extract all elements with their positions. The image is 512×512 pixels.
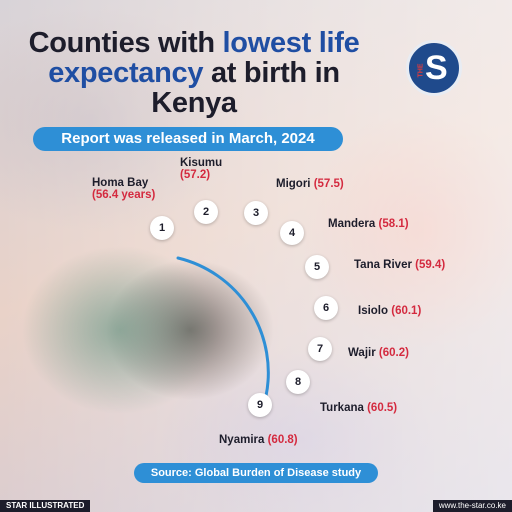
county-label: Turkana (60.5) [320,402,397,414]
county-name: Mandera [328,218,376,230]
county-label: Nyamira (60.8) [219,434,298,446]
county-name: Isiolo [358,305,389,317]
county-name: Kisumu [180,157,223,169]
county-label: Kisumu (57.2) [180,157,222,181]
county-label: Isiolo (60.1) [358,305,421,317]
rank-badge: 3 [244,201,268,225]
life-expectancy-value: (60.5) [367,402,398,414]
county-name: Migori [276,178,311,190]
life-expectancy-value: (60.1) [391,305,422,317]
rank-badge: 1 [150,216,174,240]
county-name: Wajir [348,347,376,359]
page-title: Counties with lowest life expectancy at … [28,27,360,119]
the-star-logo-icon: THE S [406,40,462,96]
life-expectancy-value: (57.5) [313,178,344,190]
rank-badge: 8 [286,370,310,394]
footer-website: www.the-star.co.ke [432,500,512,512]
subtitle-pill: Report was released in March, 2024 [33,127,343,151]
county-name: Turkana [320,402,364,414]
county-name: Tana River [354,259,412,271]
rank-badge: 6 [314,296,338,320]
life-expectancy-value: (60.2) [378,347,409,359]
county-label: Migori (57.5) [276,178,344,190]
county-name: Homa Bay [92,177,149,189]
rank-badge: 7 [308,337,332,361]
life-expectancy-value: (57.2) [180,169,211,181]
rank-badge: 5 [305,255,329,279]
county-name: Nyamira [219,434,265,446]
life-expectancy-value: (58.1) [378,218,409,230]
footer-credit: STAR ILLUSTRATED [0,500,91,512]
rank-badge: 9 [248,393,272,417]
life-expectancy-value: (56.4 years) [92,189,156,201]
county-label: Wajir (60.2) [348,347,409,359]
county-label: Mandera (58.1) [328,218,409,230]
life-expectancy-value: (59.4) [415,259,446,271]
county-label: Homa Bay (56.4 years) [92,177,155,201]
rank-badge: 2 [194,200,218,224]
source-pill: Source: Global Burden of Disease study [134,463,378,483]
rank-badge: 4 [280,221,304,245]
life-expectancy-value: (60.8) [267,434,298,446]
county-label: Tana River (59.4) [354,259,445,271]
logo-letter: S [425,49,448,87]
